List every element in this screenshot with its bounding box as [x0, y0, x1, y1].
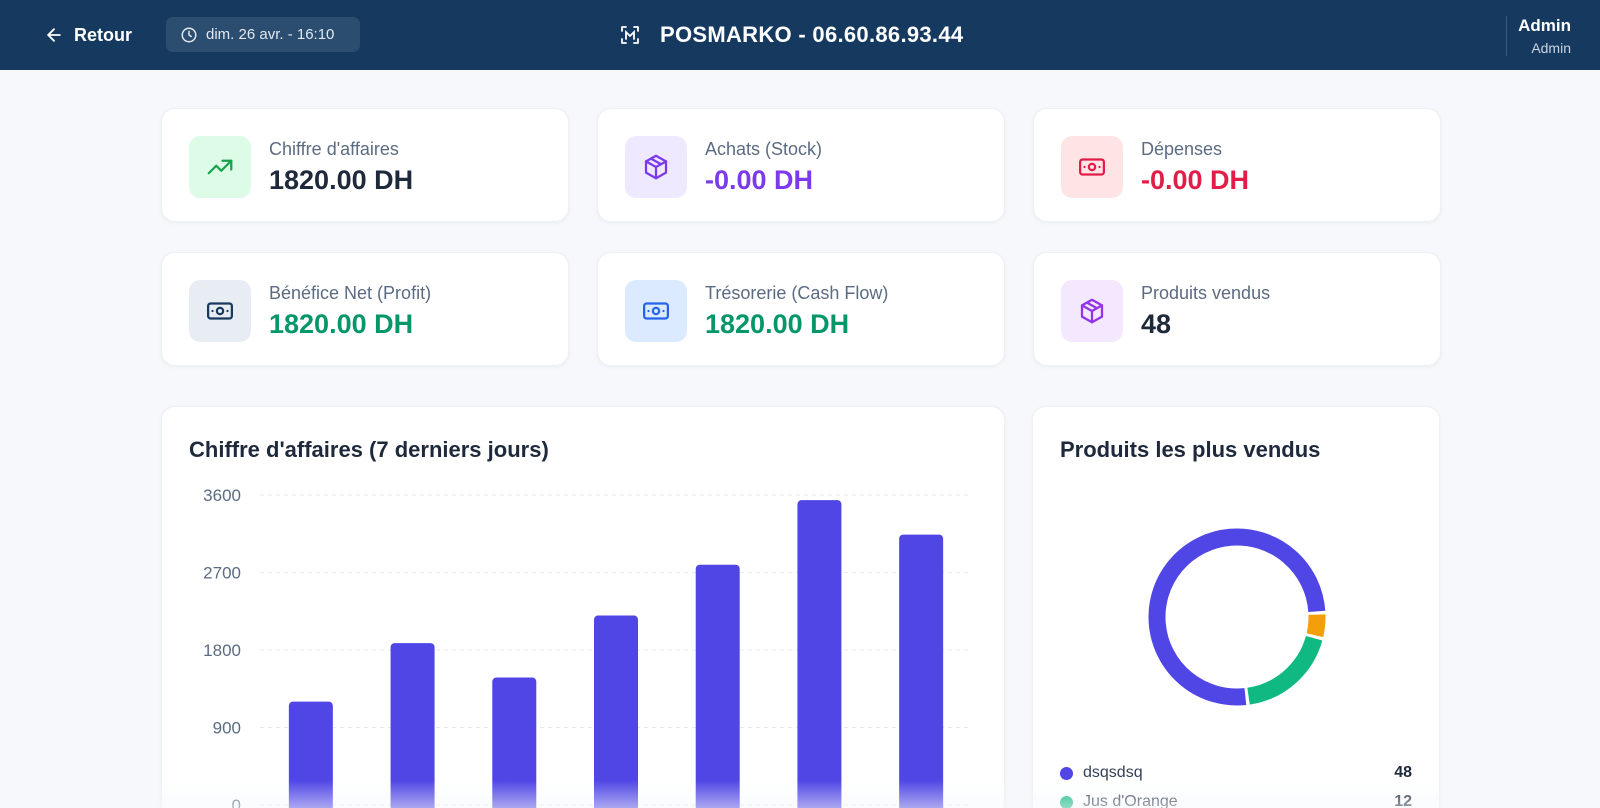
stat-value: -0.00 DH [1141, 165, 1250, 195]
user-role: Admin [1531, 40, 1571, 56]
top-products-title: Produits les plus vendus [1060, 437, 1321, 462]
donut-segment[interactable] [1148, 528, 1326, 706]
legend-item-1: Jus d'Orange 12 [1060, 790, 1412, 808]
trending-up-icon [207, 159, 233, 175]
datetime-badge: dim. 26 avr. - 16:10 [166, 17, 360, 52]
stat-label: Chiffre d'affaires [269, 139, 399, 159]
stat-card: Trésorerie (Cash Flow) 1820.00 DH [597, 252, 1005, 366]
stat-value: -0.00 DH [705, 165, 814, 195]
donut-segment[interactable] [1306, 614, 1326, 638]
revenue-bar-chart: 0 900 1800 2700 3600 [203, 486, 972, 808]
stat-value: 1820.00 DH [705, 309, 850, 339]
stat-value: 1820.00 DH [269, 309, 414, 339]
revenue-chart-card: Chiffre d'affaires (7 derniers jours) 0 9… [161, 406, 1005, 808]
top-products-card: Produits les plus vendus dsqsdsq 48 Jus … [1032, 406, 1440, 808]
stat-label: Bénéfice Net (Profit) [269, 283, 432, 303]
revenue-bar[interactable] [594, 615, 638, 808]
stat-label: Produits vendus [1141, 283, 1271, 303]
legend-name: dsqsdsq [1083, 764, 1143, 781]
legend-dot [1060, 795, 1073, 808]
top-bar: Retour dim. 26 avr. - 16:10 POSMARKO - 0… [0, 0, 1600, 70]
stat-value: 48 [1141, 309, 1172, 339]
stat-icon-box [189, 280, 251, 342]
stat-value: 1820.00 DH [269, 165, 414, 195]
clock-icon [181, 27, 197, 42]
y-tick-label: 1800 [203, 641, 241, 660]
datetime-text: dim. 26 avr. - 16:10 [206, 26, 335, 43]
donut-segment[interactable] [1247, 635, 1323, 705]
package-icon [644, 154, 668, 180]
revenue-bar[interactable] [492, 677, 537, 808]
stat-icon-box [625, 136, 687, 198]
stat-icon-box [1061, 136, 1123, 198]
top-products-donut-chart [1148, 528, 1326, 706]
stat-icon-box [1061, 280, 1123, 342]
legend-item-0: dsqsdsq 48 [1060, 761, 1412, 785]
stat-label: Trésorerie (Cash Flow) [705, 283, 889, 303]
stat-card: Produits vendus 48 [1033, 252, 1441, 366]
back-label: Retour [74, 24, 132, 45]
y-tick-label: 3600 [203, 486, 241, 505]
banknote-icon [207, 302, 233, 320]
package-icon [1080, 298, 1104, 324]
y-tick-label: 2700 [203, 564, 241, 583]
legend-value: 12 [1394, 793, 1412, 808]
y-tick-label: 900 [213, 719, 241, 738]
banknote-icon [643, 302, 669, 320]
revenue-bar[interactable] [899, 534, 944, 808]
legend-dot [1060, 766, 1073, 780]
store-title: POSMARKO - 06.60.86.93.44 [660, 22, 964, 47]
stat-icon-box [625, 280, 687, 342]
stat-card: Chiffre d'affaires 1820.00 DH [161, 108, 569, 222]
y-tick-label: 0 [232, 796, 241, 808]
revenue-chart-title: Chiffre d'affaires (7 derniers jours) [189, 437, 549, 462]
user-divider [1506, 16, 1507, 56]
stat-card: Dépenses -0.00 DH [1033, 108, 1441, 222]
stat-label: Dépenses [1141, 139, 1223, 159]
user-name: Admin [1518, 16, 1571, 35]
legend-name: Jus d'Orange [1083, 793, 1178, 808]
stat-label: Achats (Stock) [705, 139, 823, 159]
stat-card: Achats (Stock) -0.00 DH [597, 108, 1005, 222]
revenue-bar[interactable] [390, 643, 435, 808]
revenue-bar[interactable] [695, 564, 740, 808]
revenue-bar[interactable] [288, 701, 333, 808]
stat-card: Bénéfice Net (Profit) 1820.00 DH [161, 252, 569, 366]
back-button[interactable]: Retour [44, 22, 132, 48]
store-brand: POSMARKO - 06.60.86.93.44 [618, 18, 963, 52]
store-logo-icon [621, 26, 639, 44]
legend-value: 48 [1394, 764, 1412, 781]
user-menu[interactable]: Admin Admin [1518, 16, 1571, 56]
arrow-left-icon [47, 28, 61, 42]
stat-icon-box [189, 136, 251, 198]
banknote-icon [1079, 158, 1105, 176]
revenue-bar[interactable] [797, 500, 842, 808]
